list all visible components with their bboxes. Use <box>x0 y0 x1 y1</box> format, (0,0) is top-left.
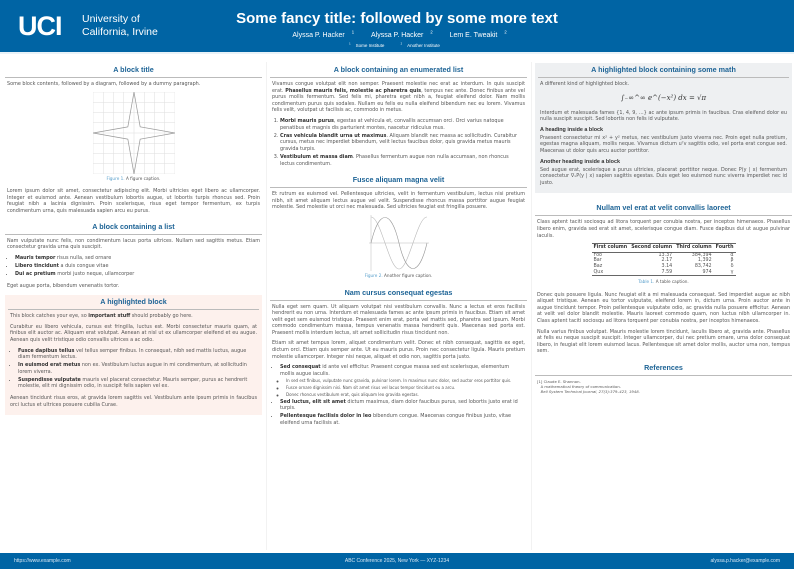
list-item: Pellentesque facilisis dolor in leo bibe… <box>280 413 523 426</box>
block-text: Class aptent taciti sociosqu ad litora t… <box>537 219 790 239</box>
block-text: Et rutrum ex euismod vel. Pellentesque u… <box>272 191 525 211</box>
list-item: Vestibulum et massa diam. Phasellus ferm… <box>280 154 523 167</box>
block-heading: Another heading inside a block <box>540 158 620 165</box>
column-1: A block title Some block contents, follo… <box>5 63 262 421</box>
author: Lem E. Tweakit 2 <box>449 30 507 40</box>
block-title: A highlighted block <box>8 295 259 311</box>
figure-caption: Figure 2. Another figure caption. <box>364 272 433 278</box>
data-table: First column Second column Third column Fou… <box>591 243 736 277</box>
bullet-list: Mauris tempor risus nulla, sed ornare Li… <box>15 255 258 278</box>
block-text: Aenean tincidunt risus eros, at gravida … <box>10 395 257 408</box>
sub-list: In sed est finibus, vulputate nunc gravi… <box>286 378 523 397</box>
block-text: Etiam sit amet tempus lorem, aliquet con… <box>272 340 525 360</box>
equation: ∫₋∞^∞ e^(−x²) dx = √π <box>620 93 707 102</box>
poster-title: Some fancy title: followed by some more … <box>236 10 558 27</box>
enumerated-list: Morbi mauris purus, egestas at vehicula … <box>280 118 523 167</box>
table-row: Bar 2.17 1,392 β <box>593 258 734 264</box>
block-text: Praesent consectetur mi x² + y² metus, n… <box>540 134 787 154</box>
author-list: Alyssa P. Hacker 1 Alyssa P. Hacker 2 Le… <box>0 30 794 39</box>
figure-caption: Figure 1. A figure caption. <box>106 175 161 181</box>
block-text: Sed augue erat, scelerisque a purus ultr… <box>540 166 787 186</box>
list-item: Cras vehicula blandit urna ut maximus. A… <box>280 133 523 153</box>
column-3: A highlighted block containing some math… <box>535 63 792 398</box>
block-text: Some block contents, followed by a diagr… <box>7 81 201 87</box>
block-title: Nam cursus consequat egestas <box>270 286 527 301</box>
block-text: Lorem ipsum dolor sit amet, consectetur … <box>7 188 260 214</box>
list-item: Libero tincidunt a duis congue vitae <box>15 263 258 270</box>
block-text: A different kind of highlighted block. <box>540 81 630 87</box>
block-title: A block containing a list <box>5 220 262 235</box>
sine-wave-figure <box>368 214 429 271</box>
university-name: University of California, Irvine <box>82 13 158 38</box>
table-caption: Table 1. A table caption. <box>638 279 689 285</box>
block-title: Fusce aliquam magna velit <box>270 173 527 189</box>
block-text: Nam vulputate nunc felis, non condimentu… <box>7 237 260 251</box>
list-item: Dui ac pretium morbi justo neque, ullamc… <box>15 271 258 278</box>
list-item: In sed est finibus, vulputate nunc gravi… <box>286 378 523 383</box>
institution-list: 1 Some Institute 2 Another Institute <box>0 42 794 48</box>
list-item: In euismod erat metus non ex. Vestibulum… <box>18 362 255 375</box>
uci-logo: UCI <box>18 11 62 41</box>
block-title: A block title <box>5 63 262 78</box>
institution: 2 Another Institute <box>400 42 440 48</box>
column-divider <box>531 62 532 550</box>
block-text: Curabitur eu libero vehicula, cursus est… <box>10 323 257 343</box>
block-text: This block catches your eye, so importan… <box>10 313 193 320</box>
author: Alyssa P. Hacker 2 <box>370 30 433 40</box>
institution: 1 Some Institute <box>349 42 385 48</box>
table-row: Baz 3.14 83,742 δ <box>593 263 734 269</box>
column-divider <box>266 62 267 550</box>
footer-email[interactable]: alyssa.p.hacker@example.com <box>710 558 780 564</box>
table-row: Qux 7.59 974 γ <box>591 269 736 277</box>
list-item: Sed luctus, elit sit amet dictum maximus… <box>280 399 523 412</box>
math-block: A highlighted block containing some math… <box>535 63 792 194</box>
block-text: Donec quis posuere ligula. Nunc feugiat … <box>537 291 790 325</box>
star-diagram <box>92 91 175 174</box>
block-text: Interdum et malesuada fames {1, 4, 9, …}… <box>540 109 787 123</box>
highlighted-block: A highlighted block This block catches y… <box>5 295 262 416</box>
block-text: Eget augue porta, bibendum venenatis tor… <box>7 282 120 289</box>
list-item: Morbi mauris purus, egestas at vehicula … <box>280 118 523 131</box>
header-divider <box>0 52 794 54</box>
block-text: Vivamus congue volutpat elit non semper.… <box>272 81 525 114</box>
block-title: A block containing an enumerated list <box>270 63 527 78</box>
list-item: Mauris tempor risus nulla, sed ornare <box>15 255 258 262</box>
block-heading: A heading inside a block <box>540 126 604 133</box>
author: Alyssa P. Hacker 1 <box>292 30 355 40</box>
block-title: A highlighted block containing some math <box>538 63 789 78</box>
footer-conference: ABC Conference 2025, New York — XYZ-1234 <box>344 558 450 564</box>
list-item: Suspendisse vulputate mauris vel placera… <box>18 377 255 390</box>
bullet-list: Sed consequat id ante vel efficitur. Pra… <box>280 364 523 426</box>
list-item: Donec rhoncus vestibulum erat, quis aliq… <box>286 392 523 397</box>
table-row: Foo 13.37 384,394 α <box>593 252 734 258</box>
poster-header: UCI University of California, Irvine Some… <box>0 0 794 52</box>
poster-footer: https://www.example.com ABC Conference 2… <box>0 553 794 569</box>
column-2: A block containing an enumerated list Vi… <box>270 63 527 431</box>
reference-entry: [1] Claude E. Shannon. A mathematical th… <box>537 379 640 394</box>
block-title: Nullam vel erat at velit convallis laore… <box>535 201 792 217</box>
list-item: Sed consequat id ante vel efficitur. Pra… <box>280 364 523 397</box>
list-item: Fusce dapibus tellus vel tellus semper f… <box>18 348 255 361</box>
block-text: Nulla varius finibus volutpat. Mauris mo… <box>537 328 790 355</box>
bullet-list: Fusce dapibus tellus vel tellus semper f… <box>18 348 255 391</box>
block-text: Nulla eget sem quam. Ut aliquam volutpat… <box>272 303 525 336</box>
list-item: Fusce ornare dignissim nisi. Nam sit ame… <box>286 385 523 390</box>
footer-url[interactable]: https://www.example.com <box>14 558 71 564</box>
references-title: References <box>535 361 792 377</box>
